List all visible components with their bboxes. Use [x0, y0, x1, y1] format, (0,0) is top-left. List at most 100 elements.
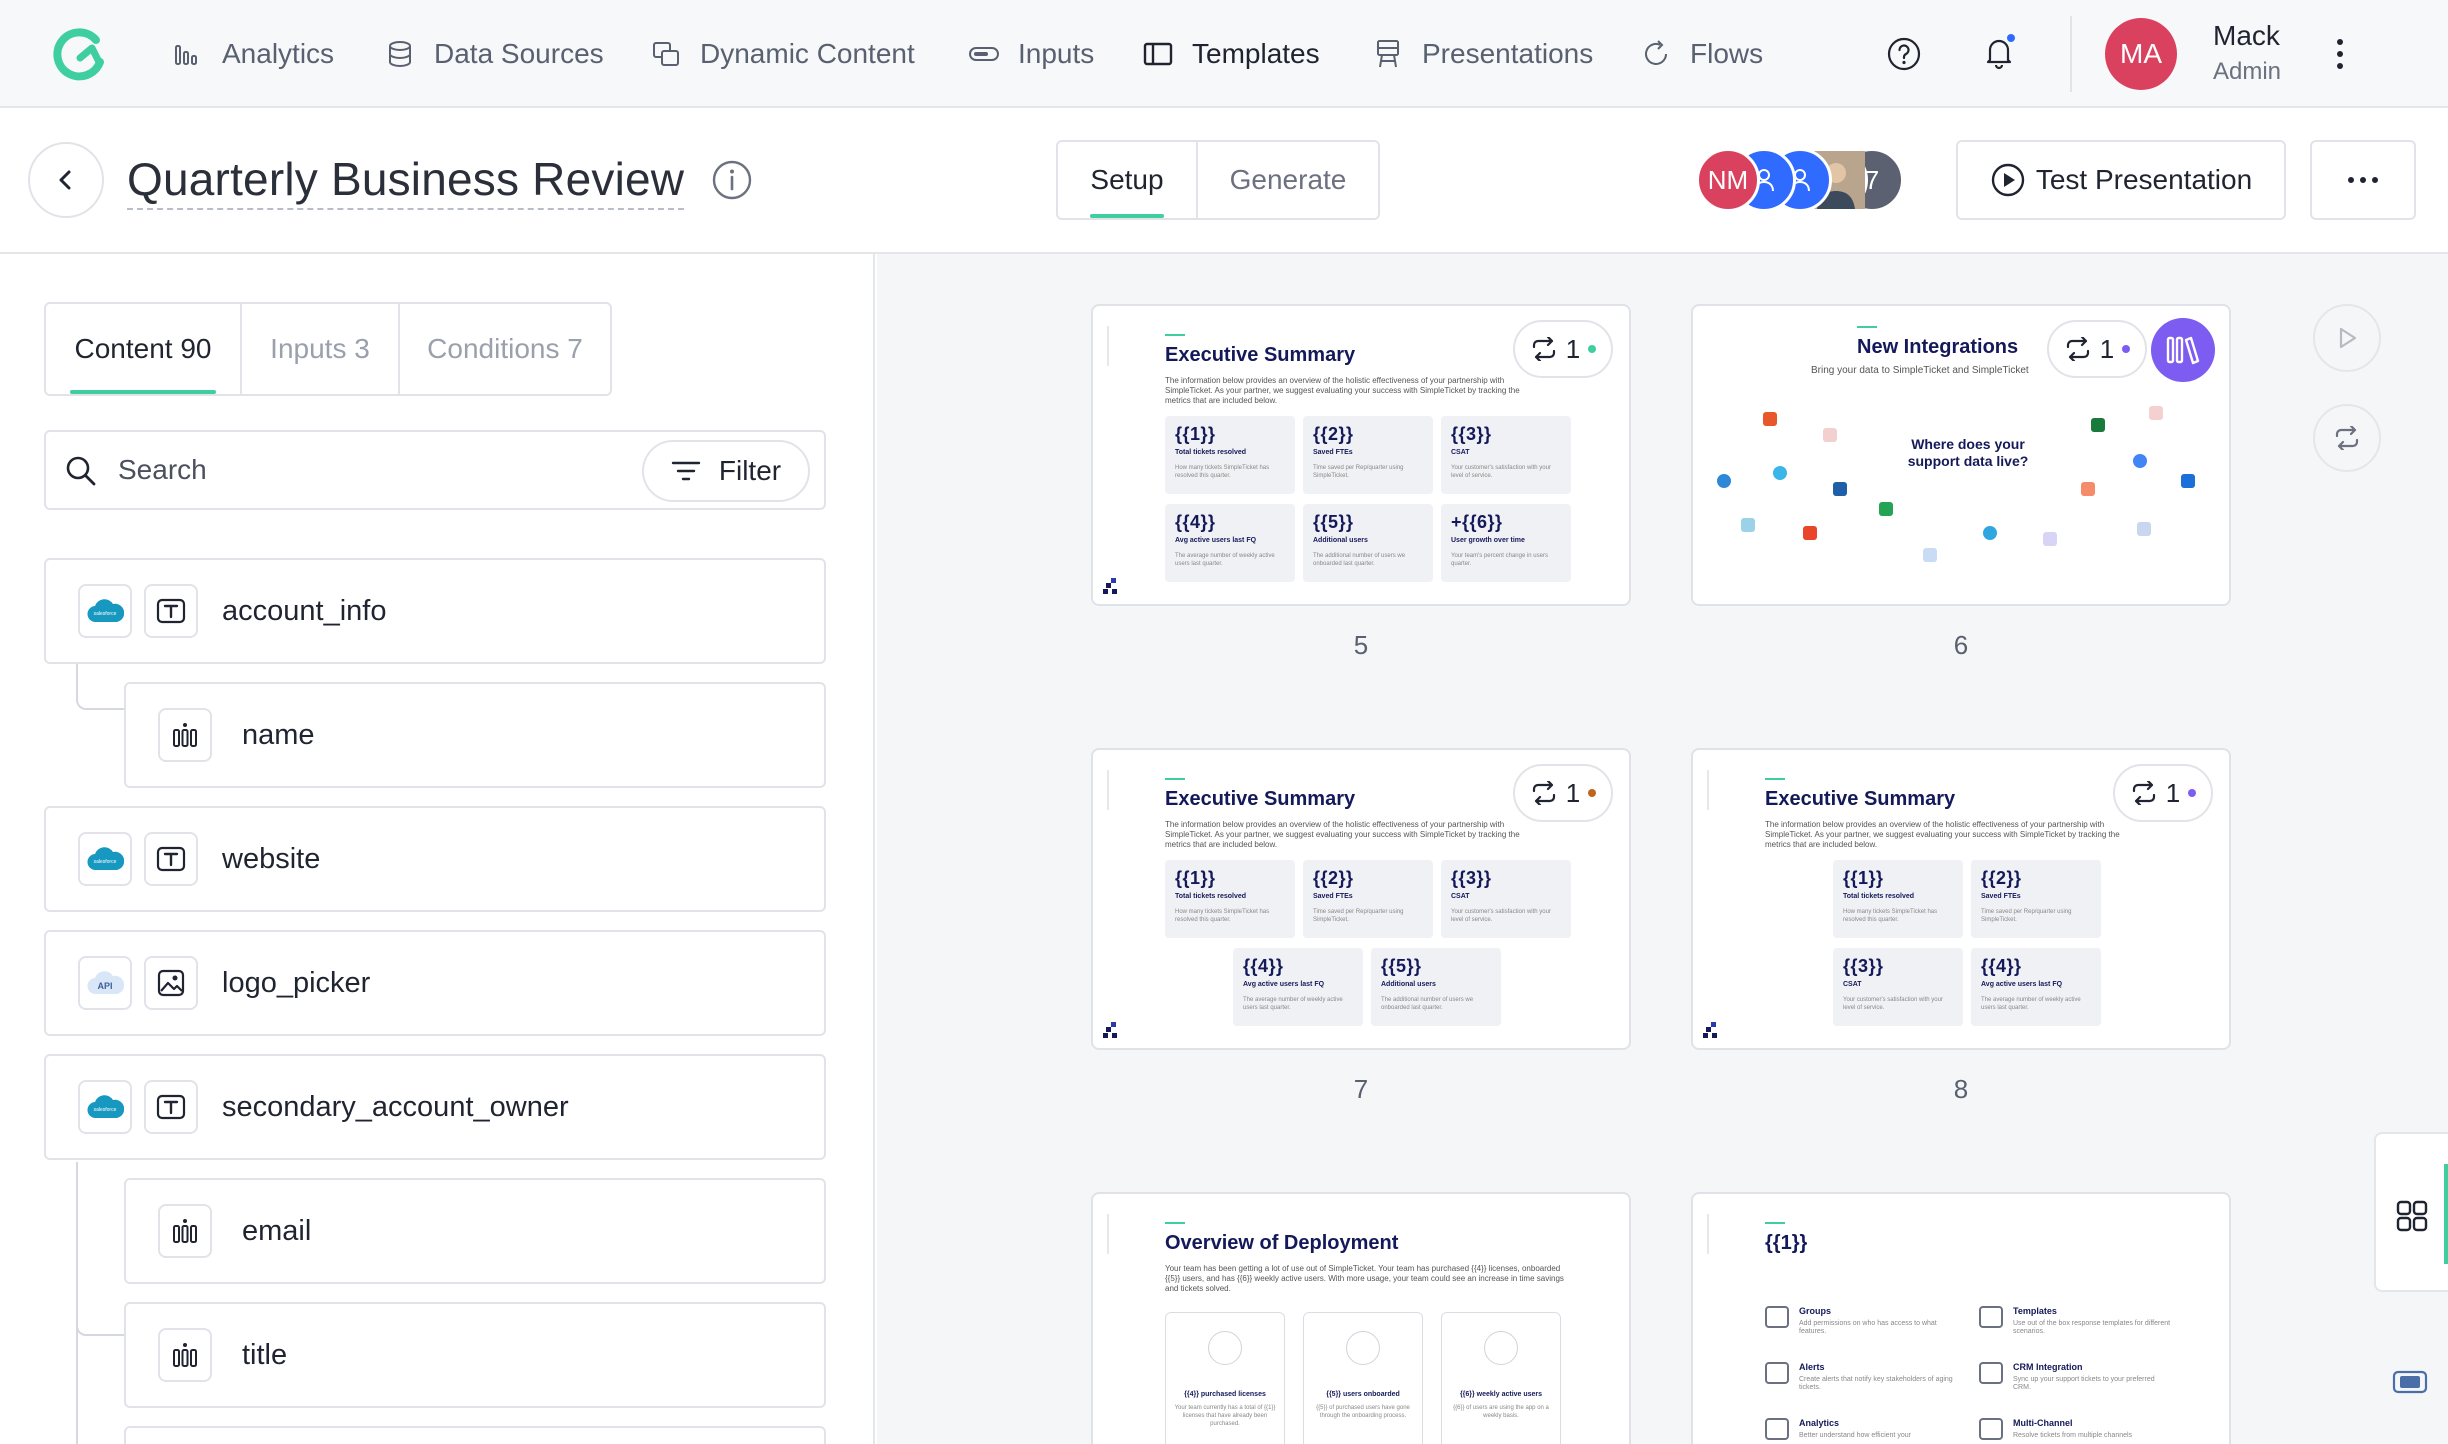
deployment-label: {{6}} weekly active users	[1459, 1391, 1543, 1398]
integration-logo-icon	[1763, 412, 1777, 426]
nav-data-sources[interactable]: Data Sources	[384, 30, 604, 78]
slide-thumbnail[interactable]: Executive Summary The information below …	[1691, 748, 2231, 1050]
grid-view-icon[interactable]	[2396, 1200, 2428, 1232]
field-row[interactable]: title	[124, 1302, 826, 1408]
integration-logo-icon	[1773, 466, 1787, 480]
library-badge[interactable]	[2151, 318, 2215, 382]
back-button[interactable]	[28, 142, 104, 218]
filter-button[interactable]: Filter	[642, 440, 810, 502]
tab-setup[interactable]: Setup	[1058, 142, 1198, 218]
field-label: name	[242, 718, 315, 751]
nav-data-sources-label: Data Sources	[434, 38, 604, 69]
notifications-button[interactable]	[1975, 28, 2023, 76]
nav-inputs[interactable]: Inputs	[968, 30, 1094, 78]
multi-channel-icon	[1979, 1418, 2003, 1440]
metric-label: Additional users	[1313, 537, 1368, 544]
metric-tile: {{1}} Total tickets resolved How many tick…	[1833, 860, 1963, 938]
brand-mark-icon	[1103, 1022, 1117, 1038]
metric-label: Saved FTEs	[1313, 893, 1353, 900]
collaborator-avatar[interactable]: NM	[1696, 148, 1760, 212]
slide-thumbnail[interactable]: Overview of Deployment Your team has bee…	[1091, 1192, 1631, 1444]
slide-title: New Integrations	[1857, 326, 2019, 358]
field-row[interactable]: salesforce secondary_account_owner	[44, 1054, 826, 1160]
top-nav: Analytics Data Sources Dynamic Content I…	[0, 0, 2448, 108]
slide-thumbnail[interactable]: New Integrations Bring your data to Simp…	[1691, 304, 2231, 606]
loop-status-dot	[1588, 345, 1597, 353]
field-row[interactable]	[124, 1426, 826, 1444]
copy-icon	[653, 42, 679, 66]
slide-thumbnail[interactable]: Executive Summary The information below …	[1091, 748, 1631, 1050]
column-type-badge	[158, 708, 212, 762]
field-row[interactable]: name	[124, 682, 826, 788]
tab-inputs[interactable]: Inputs 3	[242, 304, 400, 394]
metric-tile: +{{6}} User growth over time Your team's p…	[1441, 504, 1571, 582]
integration-logo-icon	[2043, 532, 2057, 546]
field-row[interactable]: email	[124, 1178, 826, 1284]
slide-side-marker	[1107, 1214, 1109, 1254]
play-circle-icon	[1991, 163, 2025, 197]
loop-status-dot	[1588, 789, 1597, 797]
field-label: logo_picker	[222, 966, 371, 999]
metric-desc: Your customer's satisfaction with your l…	[1451, 909, 1551, 923]
nav-dynamic-content[interactable]: Dynamic Content	[650, 30, 915, 78]
tab-content[interactable]: Content 90	[46, 304, 242, 394]
feature-label: Alerts	[1799, 1362, 1825, 1372]
field-row[interactable]: salesforce website	[44, 806, 826, 912]
deployment-desc: {{5}} of purchased users have gone throu…	[1316, 1405, 1410, 1419]
loop-badge[interactable]: 1	[1513, 764, 1613, 822]
slide-side-marker	[1707, 770, 1709, 810]
field-row[interactable]: salesforce account_info	[44, 558, 826, 664]
loop-slide-button[interactable]	[2313, 404, 2381, 472]
loop-icon	[1532, 337, 1555, 361]
nav-presentations[interactable]: Presentations	[1372, 30, 1593, 78]
slide-thumbnail[interactable]: {{1}} Groups Add permissions on who has a…	[1691, 1192, 2231, 1444]
metric-desc: Time saved per Rep/quarter using SimpleT…	[1981, 909, 2072, 923]
more-options-button[interactable]	[2310, 140, 2416, 220]
slide-thumbnail[interactable]: Executive Summary The information below …	[1091, 304, 1631, 606]
slide-title: Overview of Deployment	[1165, 1222, 1399, 1254]
help-button[interactable]	[1880, 30, 1928, 78]
tab-conditions[interactable]: Conditions 7	[427, 333, 583, 364]
loop-icon	[2335, 426, 2359, 450]
nav-analytics[interactable]: Analytics	[172, 30, 334, 78]
metric-label: CSAT	[1451, 893, 1470, 900]
loop-badge[interactable]: 1	[2047, 320, 2147, 378]
tab-generate[interactable]: Generate	[1229, 164, 1347, 195]
metric-label: Additional users	[1381, 981, 1436, 988]
deployment-desc: {{6}} of users are using the app on a we…	[1453, 1405, 1549, 1419]
metric-value: {{3}}	[1451, 424, 1492, 444]
column-type-badge	[158, 1328, 212, 1382]
feature-label: Templates	[2013, 1306, 2057, 1316]
test-presentation-button[interactable]: Test Presentation	[1956, 140, 2286, 220]
loop-badge[interactable]: 1	[2113, 764, 2213, 822]
info-icon[interactable]	[710, 158, 754, 202]
templates-icon	[1979, 1306, 2003, 1328]
metric-value: {{1}}	[1175, 868, 1216, 888]
metric-label: CSAT	[1451, 449, 1470, 456]
loop-badge[interactable]: 1	[1513, 320, 1613, 378]
page-title[interactable]: Quarterly Business Review	[127, 152, 685, 210]
app-logo-icon[interactable]	[46, 22, 110, 86]
metric-label: Saved FTEs	[1981, 893, 2021, 900]
user-avatar[interactable]: MA	[2105, 18, 2177, 90]
field-row[interactable]: API logo_picker	[44, 930, 826, 1036]
slide-title: Executive Summary	[1165, 334, 1356, 366]
metric-desc: Your customer's satisfaction with your l…	[1451, 465, 1551, 479]
metric-desc: The additional number of users we onboar…	[1313, 553, 1406, 567]
metric-value: {{1}}	[1175, 424, 1216, 444]
metric-label: Avg active users last FQ	[1175, 537, 1257, 544]
slide-side-marker	[1107, 770, 1109, 810]
nav-templates[interactable]: Templates	[1142, 30, 1320, 78]
image-type-badge	[144, 956, 198, 1010]
user-menu-button[interactable]	[2326, 28, 2354, 80]
search-input[interactable]	[118, 446, 638, 494]
database-icon	[389, 41, 411, 68]
loop-status-dot	[2122, 345, 2131, 353]
metric-desc: How many tickets SimpleTicket has resolv…	[1175, 465, 1270, 479]
loop-count: 1	[1565, 333, 1581, 364]
nav-flows[interactable]: Flows	[1640, 30, 1763, 78]
play-slide-button[interactable]	[2313, 304, 2381, 372]
tree-connector	[76, 664, 124, 710]
panel-toggle-icon[interactable]	[2392, 1370, 2428, 1394]
nav-divider	[2070, 16, 2072, 92]
